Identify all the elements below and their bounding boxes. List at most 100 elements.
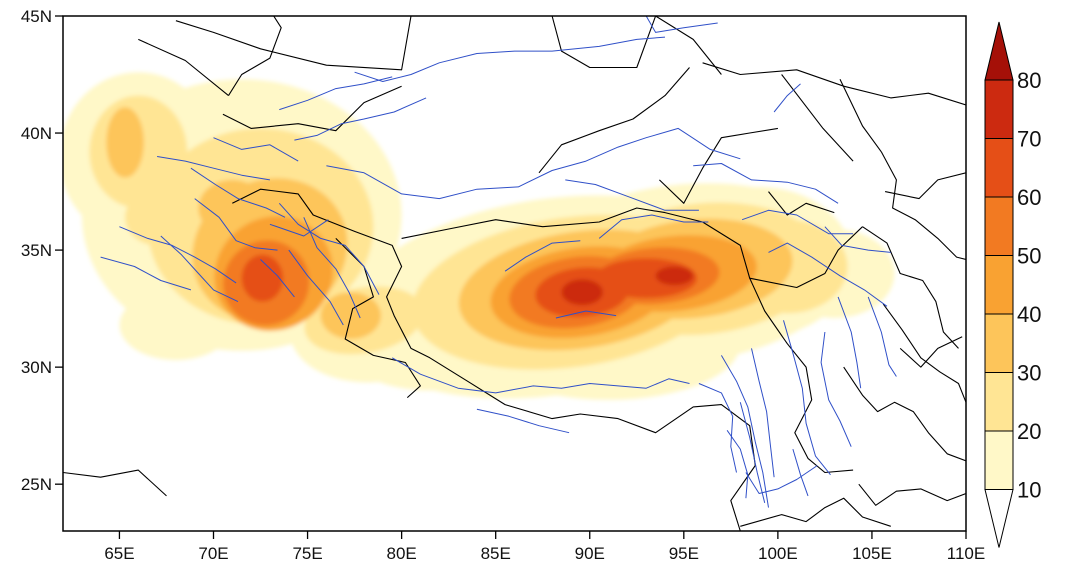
x-tick-label: 70E [198, 544, 228, 563]
border-line [335, 238, 421, 399]
plot-frame [62, 15, 967, 532]
river-line [645, 16, 718, 33]
x-tick-label: 100E [758, 544, 798, 563]
y-tick-label: 25N [21, 475, 52, 494]
colorbar-box [984, 138, 1014, 198]
border-line [702, 62, 966, 106]
border-line [551, 16, 657, 69]
x-tick-label: 75E [292, 544, 322, 563]
colorbar-label: 20 [1017, 419, 1041, 444]
colorbar-label: 40 [1017, 302, 1041, 327]
y-tick-label: 40N [21, 124, 52, 143]
river-line [278, 202, 380, 295]
river-line [565, 179, 699, 211]
geographic-lines [63, 16, 966, 531]
colorbar-box [984, 430, 1014, 490]
river-line [119, 226, 237, 284]
border-line [655, 16, 722, 75]
river-line [698, 383, 737, 473]
border-line [538, 67, 690, 174]
river-line [288, 249, 344, 326]
colorbar-label: 10 [1017, 478, 1041, 503]
river-line [768, 242, 888, 307]
border-line [740, 497, 891, 527]
border-line [138, 38, 229, 97]
river-line [326, 127, 741, 200]
river-line [504, 240, 581, 272]
x-tick-label: 80E [387, 544, 417, 563]
river-line [598, 214, 709, 239]
x-tick-label: 65E [104, 544, 134, 563]
border-line [401, 207, 863, 289]
colorbar-label: 70 [1017, 127, 1041, 152]
river-line [820, 331, 852, 447]
x-tick-label: 90E [575, 544, 605, 563]
river-line [741, 209, 854, 235]
colorbar-label: 60 [1017, 185, 1041, 210]
river-line [867, 296, 897, 377]
river-line [100, 256, 192, 291]
colorbar-box [984, 372, 1014, 432]
river-line [391, 357, 690, 394]
river-line [693, 163, 839, 204]
river-line [773, 83, 801, 113]
colorbar-box [984, 313, 1014, 373]
river-line [190, 167, 286, 218]
border-line [884, 172, 966, 200]
y-tick-label: 45N [21, 7, 52, 26]
border-line [899, 336, 963, 368]
river-line [739, 402, 766, 504]
contour-level-2 [125, 189, 190, 246]
river-line [194, 198, 278, 251]
border-line [843, 366, 966, 462]
contour-level-6 [241, 254, 284, 302]
y-tick-label: 35N [21, 241, 52, 260]
colorbar-label: 80 [1017, 68, 1041, 93]
colorbar-box [984, 79, 1014, 139]
contour-level-7 [655, 266, 694, 286]
river-line [745, 465, 818, 494]
x-axis: 65E 70E 75E 80E 85E 90E 95E 100E 105E 110E [104, 531, 985, 563]
border-line [228, 16, 282, 96]
contour-level-7 [561, 279, 603, 306]
river-line [279, 76, 393, 111]
border-line [63, 469, 167, 497]
border-line [749, 277, 854, 474]
border-line [880, 151, 966, 261]
colorbar-min-arrow [984, 489, 1014, 548]
river-line [555, 310, 617, 319]
border-line [858, 483, 966, 506]
border-line [175, 16, 412, 71]
river-line [837, 296, 862, 389]
colorbar-box [984, 196, 1014, 256]
river-line [720, 355, 769, 508]
colorbar: 80 70 60 50 40 30 20 10 [984, 21, 1041, 548]
river-line [269, 219, 329, 237]
border-line [781, 74, 854, 162]
border-line [882, 303, 966, 403]
river-line [260, 259, 295, 298]
river-line [213, 137, 299, 162]
contour-level-3 [106, 107, 144, 178]
x-tick-label: 95E [669, 544, 699, 563]
colorbar-label: 30 [1017, 361, 1041, 386]
y-tick-label: 30N [21, 358, 52, 377]
colorbar-label: 50 [1017, 244, 1041, 269]
river-line [751, 348, 775, 478]
x-tick-label: 110E [947, 544, 985, 563]
river-line [354, 36, 666, 82]
x-tick-label: 105E [852, 544, 892, 563]
river-line [726, 430, 749, 499]
river-line [160, 235, 239, 303]
border-line [222, 85, 402, 132]
river-line [157, 156, 270, 181]
precipitation-field [63, 72, 895, 400]
river-line [783, 320, 831, 476]
colorbar-max-arrow [984, 21, 1014, 81]
river-line [476, 408, 570, 434]
border-line [659, 127, 778, 204]
colorbar-box [984, 255, 1014, 315]
border-line [768, 191, 835, 216]
